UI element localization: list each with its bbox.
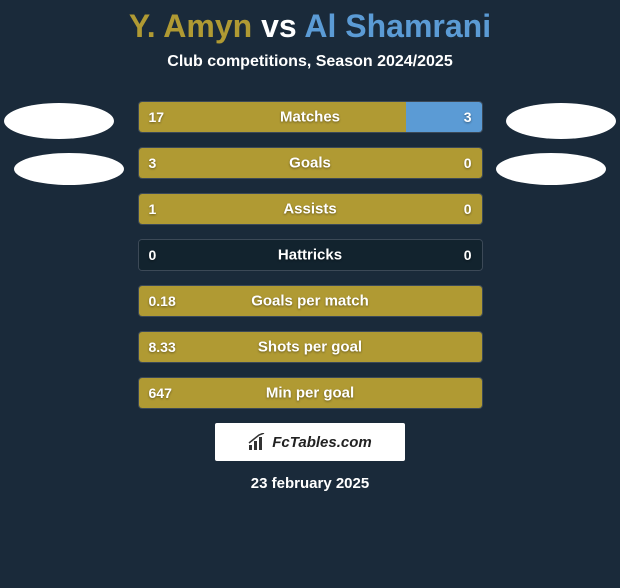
chart-area: 17Matches33Goals01Assists00Hattricks00.1… bbox=[0, 101, 620, 409]
stat-bar: 8.33Shots per goal bbox=[138, 331, 483, 363]
bar-label: Goals bbox=[139, 155, 482, 172]
stat-bar: 647Min per goal bbox=[138, 377, 483, 409]
bar-value-right: 0 bbox=[464, 155, 472, 171]
bar-label: Shots per goal bbox=[139, 339, 482, 356]
player1-team-icon bbox=[14, 153, 124, 185]
bar-label: Min per goal bbox=[139, 385, 482, 402]
bars-container: 17Matches33Goals01Assists00Hattricks00.1… bbox=[138, 101, 483, 409]
bar-label: Hattricks bbox=[139, 247, 482, 264]
vs-text: vs bbox=[261, 8, 297, 44]
player2-avatar-icon bbox=[506, 103, 616, 139]
bar-value-right: 0 bbox=[464, 247, 472, 263]
stat-bar: 1Assists0 bbox=[138, 193, 483, 225]
fctables-logo-icon bbox=[248, 433, 266, 451]
comparison-title: Y. Amyn vs Al Shamrani bbox=[0, 8, 620, 45]
bar-value-right: 0 bbox=[464, 201, 472, 217]
player1-avatar-icon bbox=[4, 103, 114, 139]
subtitle: Club competitions, Season 2024/2025 bbox=[0, 53, 620, 71]
bar-value-right: 3 bbox=[464, 109, 472, 125]
player2-name: Al Shamrani bbox=[304, 8, 491, 44]
player1-name: Y. Amyn bbox=[129, 8, 252, 44]
bar-label: Matches bbox=[139, 109, 482, 126]
stat-bar: 3Goals0 bbox=[138, 147, 483, 179]
stat-bar: 0Hattricks0 bbox=[138, 239, 483, 271]
date-text: 23 february 2025 bbox=[0, 475, 620, 492]
stat-bar: 0.18Goals per match bbox=[138, 285, 483, 317]
player2-team-icon bbox=[496, 153, 606, 185]
fctables-text: FcTables.com bbox=[272, 434, 371, 451]
fctables-branding: FcTables.com bbox=[215, 423, 405, 461]
bar-label: Assists bbox=[139, 201, 482, 218]
bar-label: Goals per match bbox=[139, 293, 482, 310]
stat-bar: 17Matches3 bbox=[138, 101, 483, 133]
